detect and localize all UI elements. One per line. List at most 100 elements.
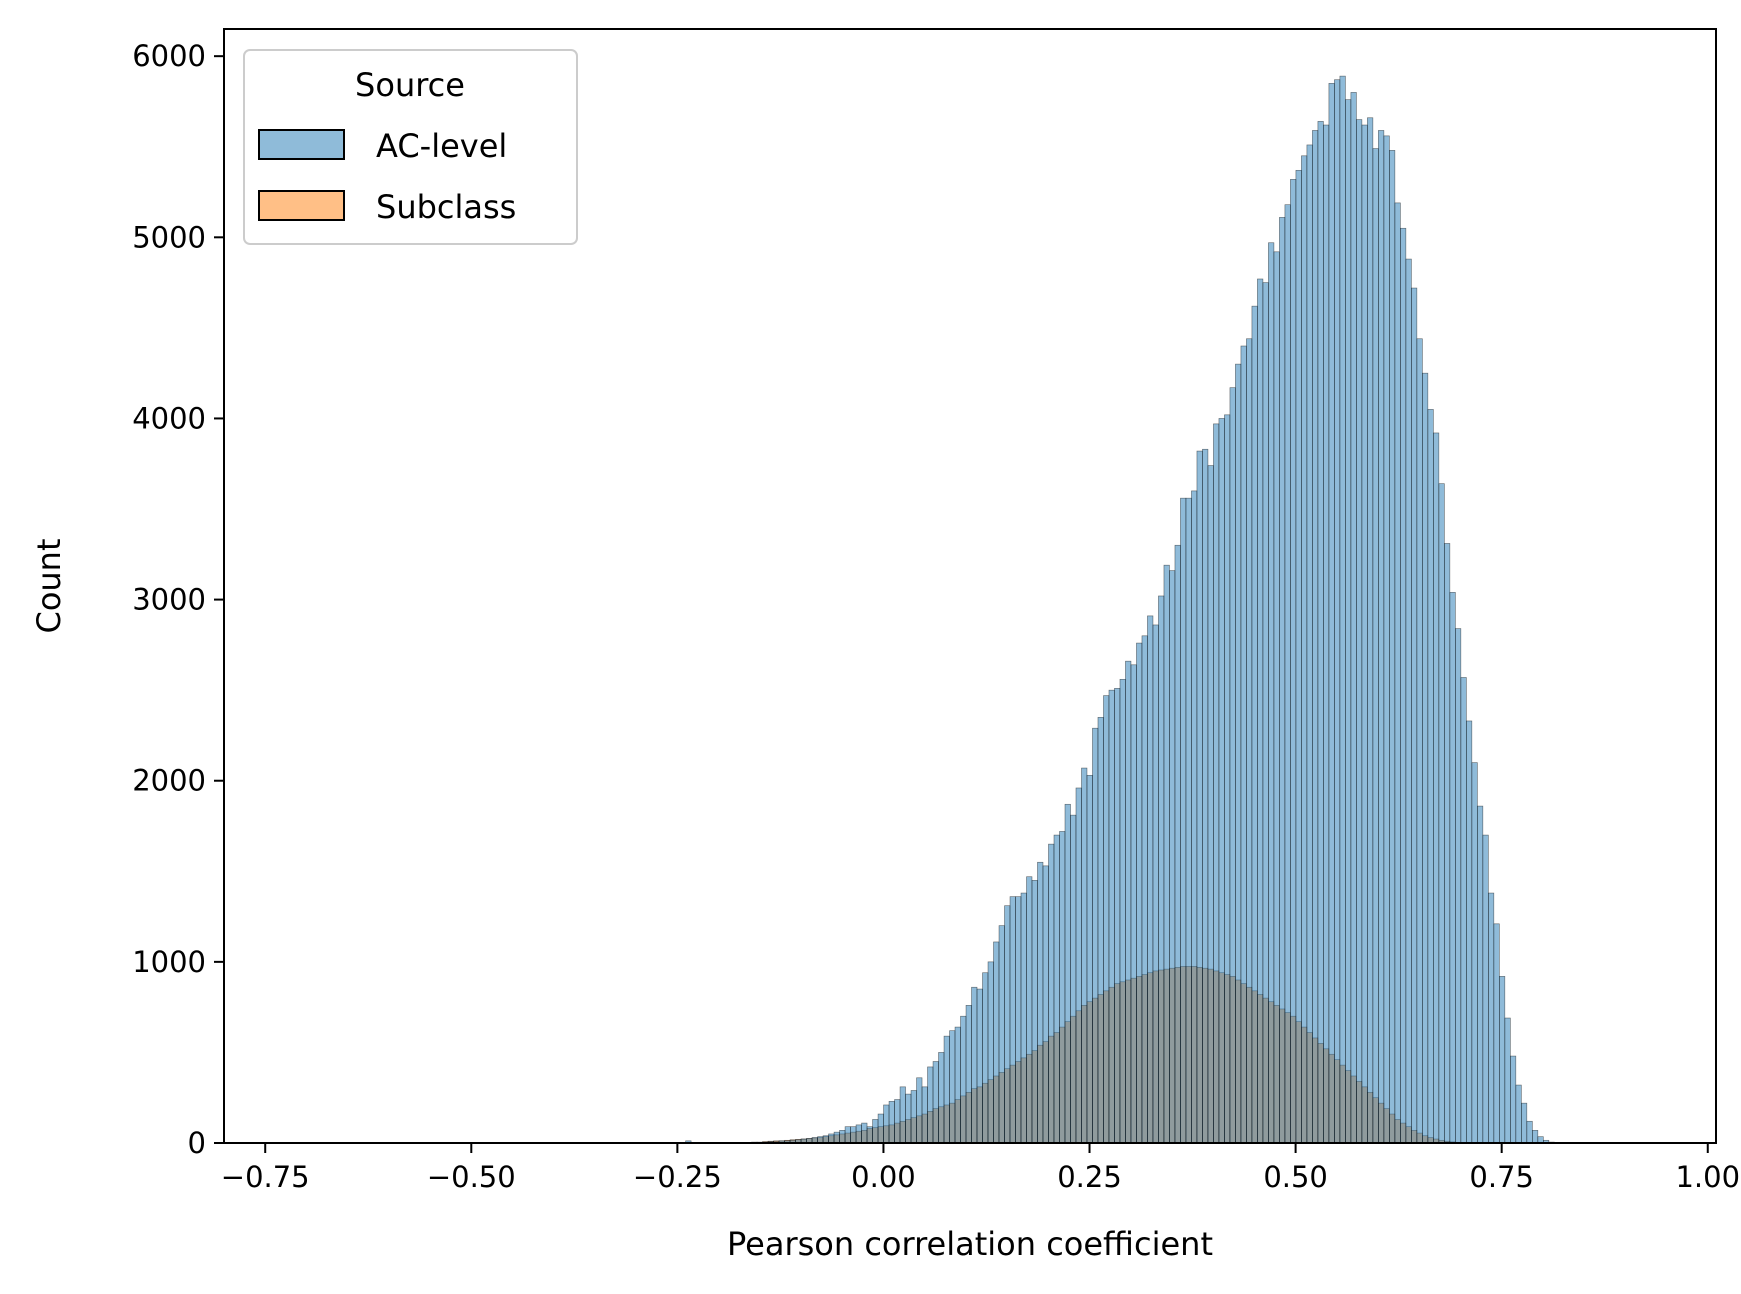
- ac-level-bar: [1125, 660, 1132, 1144]
- y-tick-label: 3000: [132, 583, 206, 617]
- y-tick-label: 1000: [132, 945, 206, 979]
- ac-level-bar: [1521, 1102, 1528, 1144]
- y-tick-label: 4000: [132, 401, 206, 435]
- ac-level-bar: [1532, 1130, 1539, 1144]
- ac-level-bar: [1114, 688, 1121, 1144]
- ac-level-bar: [1020, 892, 1027, 1144]
- ac-level-bar: [910, 1090, 917, 1144]
- ac-level-bar: [1037, 861, 1044, 1144]
- ac-level-bar: [1400, 227, 1407, 1144]
- ac-level-bar: [1169, 570, 1176, 1144]
- ac-level-bar: [1257, 278, 1264, 1144]
- plot-frame: [223, 28, 1717, 1144]
- ac-level-bar: [1433, 432, 1440, 1144]
- ac-level-bar: [1515, 1084, 1522, 1144]
- ac-level-bar: [1070, 814, 1077, 1144]
- ac-level-bar: [1367, 117, 1374, 1144]
- ac-level-bar: [839, 1130, 846, 1144]
- ac-level-bar: [1185, 497, 1192, 1144]
- ac-level-bar: [1350, 92, 1357, 1144]
- ac-level-bar: [1328, 83, 1335, 1144]
- ac-level-bar: [1411, 287, 1418, 1144]
- ac-level-bar: [1301, 155, 1308, 1144]
- ac-level-bar: [976, 988, 983, 1144]
- ac-level-bar: [1147, 615, 1154, 1144]
- ac-level-bar: [1378, 130, 1385, 1144]
- y-tick-label: 2000: [132, 764, 206, 798]
- ac-level-bar: [1290, 179, 1297, 1144]
- ac-level-bar: [998, 925, 1005, 1144]
- ac-level-bar: [850, 1126, 857, 1144]
- ac-level-bar: [949, 1030, 956, 1144]
- ac-level-bar: [1207, 465, 1214, 1144]
- ac-level-bar: [905, 1093, 912, 1144]
- ac-level-bar: [1075, 787, 1082, 1144]
- ac-level-bar: [855, 1124, 862, 1144]
- ac-level-bar: [1119, 678, 1126, 1144]
- ac-level-bar: [1477, 805, 1484, 1144]
- ac-level-bar: [1504, 1017, 1511, 1144]
- ac-level-bar: [1218, 418, 1225, 1144]
- ac-level-bar: [971, 986, 978, 1144]
- ac-level-bar: [1499, 976, 1506, 1144]
- ac-level-bar: [1235, 363, 1242, 1144]
- ac-level-bar: [927, 1066, 934, 1144]
- x-tick-label: −0.25: [633, 1160, 722, 1194]
- ac-level-bar: [844, 1126, 851, 1144]
- ac-level-bar: [1064, 803, 1071, 1144]
- ac-level-bar: [1191, 490, 1198, 1144]
- ac-level-bar: [1026, 876, 1033, 1144]
- ac-level-bar: [993, 941, 1000, 1144]
- ac-level-bar: [1383, 135, 1390, 1144]
- ac-level-bar: [1009, 896, 1016, 1144]
- ac-level-bar: [943, 1035, 950, 1144]
- legend-title: Source: [355, 66, 465, 104]
- ac-level-bar: [982, 972, 989, 1144]
- ac-level-bar: [1306, 144, 1313, 1144]
- ac-level-bar: [1108, 689, 1115, 1144]
- ac-level-bar: [1438, 483, 1445, 1144]
- ac-level-bar: [932, 1061, 939, 1144]
- ac-level-bar: [1334, 79, 1341, 1144]
- ac-level-bar: [1246, 338, 1253, 1144]
- ac-level-bar: [1136, 642, 1143, 1144]
- ac-level-bar: [916, 1077, 923, 1144]
- ac-level-bar: [1262, 282, 1269, 1144]
- ac-level-bar: [1312, 130, 1319, 1144]
- ac-level-bar: [1526, 1120, 1533, 1144]
- ac-level-bar: [1466, 720, 1473, 1144]
- ac-level-bar: [1449, 592, 1456, 1144]
- ac-level-bar: [921, 1086, 928, 1144]
- x-tick-label: −0.75: [221, 1160, 310, 1194]
- ac-level-bar: [1427, 409, 1434, 1144]
- ac-level-bar: [828, 1133, 835, 1144]
- ac-level-bar: [872, 1119, 879, 1144]
- ac-level-bar: [1372, 148, 1379, 1144]
- legend: Source AC-level Subclass: [243, 49, 578, 245]
- legend-label-ac-level: AC-level: [376, 127, 507, 165]
- ac-level-bar: [1422, 372, 1429, 1144]
- ac-level-bar: [1323, 124, 1330, 1144]
- ac-level-bar: [960, 1015, 967, 1144]
- y-tick-label: 0: [188, 1126, 206, 1160]
- ac-level-bar: [1279, 217, 1286, 1144]
- ac-level-bar: [1031, 880, 1038, 1144]
- ac-level-bar: [888, 1101, 895, 1144]
- ac-level-bar: [1488, 892, 1495, 1144]
- ac-level-bar: [1229, 387, 1236, 1144]
- ac-level-bar: [1130, 664, 1137, 1144]
- ac-level-bar: [987, 961, 994, 1144]
- ac-level-bar: [1356, 119, 1363, 1144]
- ac-level-bar: [1317, 121, 1324, 1144]
- ac-level-bar: [938, 1052, 945, 1144]
- ac-level-bar: [1059, 831, 1066, 1144]
- y-axis: 0 1000 2000 3000 4000 5000 6000: [132, 39, 224, 1160]
- ac-level-bar: [1493, 923, 1500, 1144]
- ac-level-bar: [1510, 1055, 1517, 1144]
- ac-level-bar: [1455, 628, 1462, 1144]
- ac-level-bar: [1004, 905, 1011, 1144]
- ac-level-bar: [1273, 251, 1280, 1144]
- ac-level-bar: [1416, 338, 1423, 1144]
- ac-level-bar: [877, 1113, 884, 1144]
